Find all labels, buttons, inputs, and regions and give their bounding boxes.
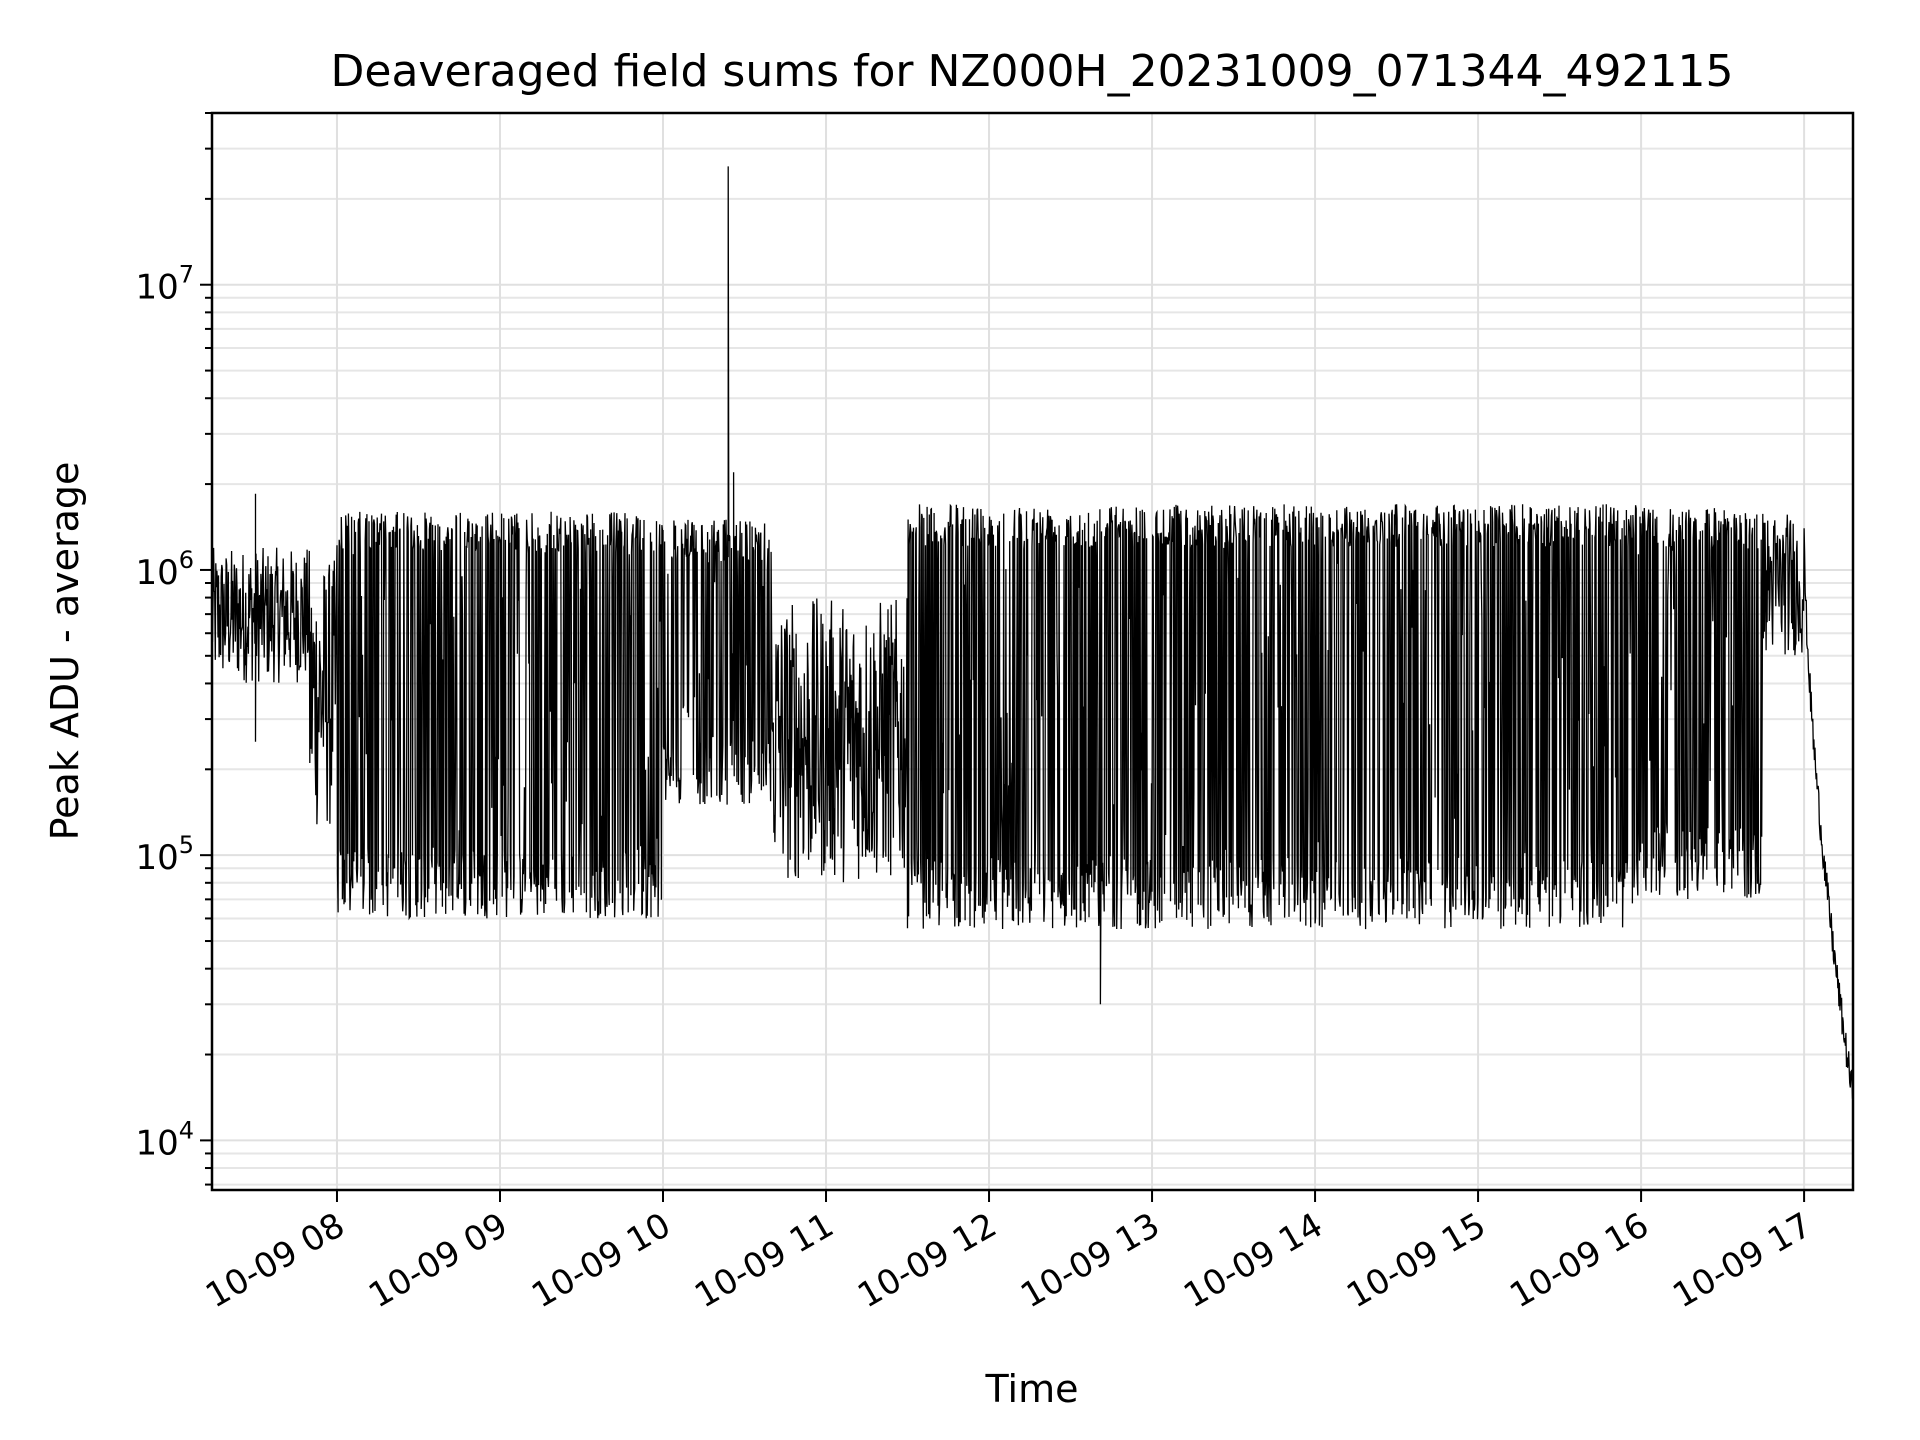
x-tick-label: 10-09 08 [199,1205,351,1316]
x-tick-label: 10-09 11 [688,1205,840,1316]
x-tick-label: 10-09 16 [1503,1205,1655,1316]
chart-title: Deaveraged field sums for NZ000H_2023100… [331,46,1734,97]
y-axis-label: Peak ADU - average [43,462,87,841]
y-tick-label: 107 [135,261,194,308]
y-tick-label: 106 [135,546,194,593]
x-tick-label: 10-09 09 [362,1205,514,1316]
x-tick-label: 10-09 10 [525,1205,677,1316]
series-line [211,166,1854,1099]
x-tick-label: 10-09 14 [1177,1205,1329,1316]
y-tick-label: 105 [135,831,194,878]
plot-frame [210,111,1855,1192]
x-tick-label: 10-09 12 [851,1205,1003,1316]
x-axis-label: Time [985,1367,1079,1411]
x-tick-label: 10-09 15 [1340,1205,1492,1316]
y-tick-label: 104 [135,1116,194,1163]
x-tick-label: 10-09 13 [1014,1205,1166,1316]
x-tick-label: 10-09 17 [1666,1205,1818,1316]
